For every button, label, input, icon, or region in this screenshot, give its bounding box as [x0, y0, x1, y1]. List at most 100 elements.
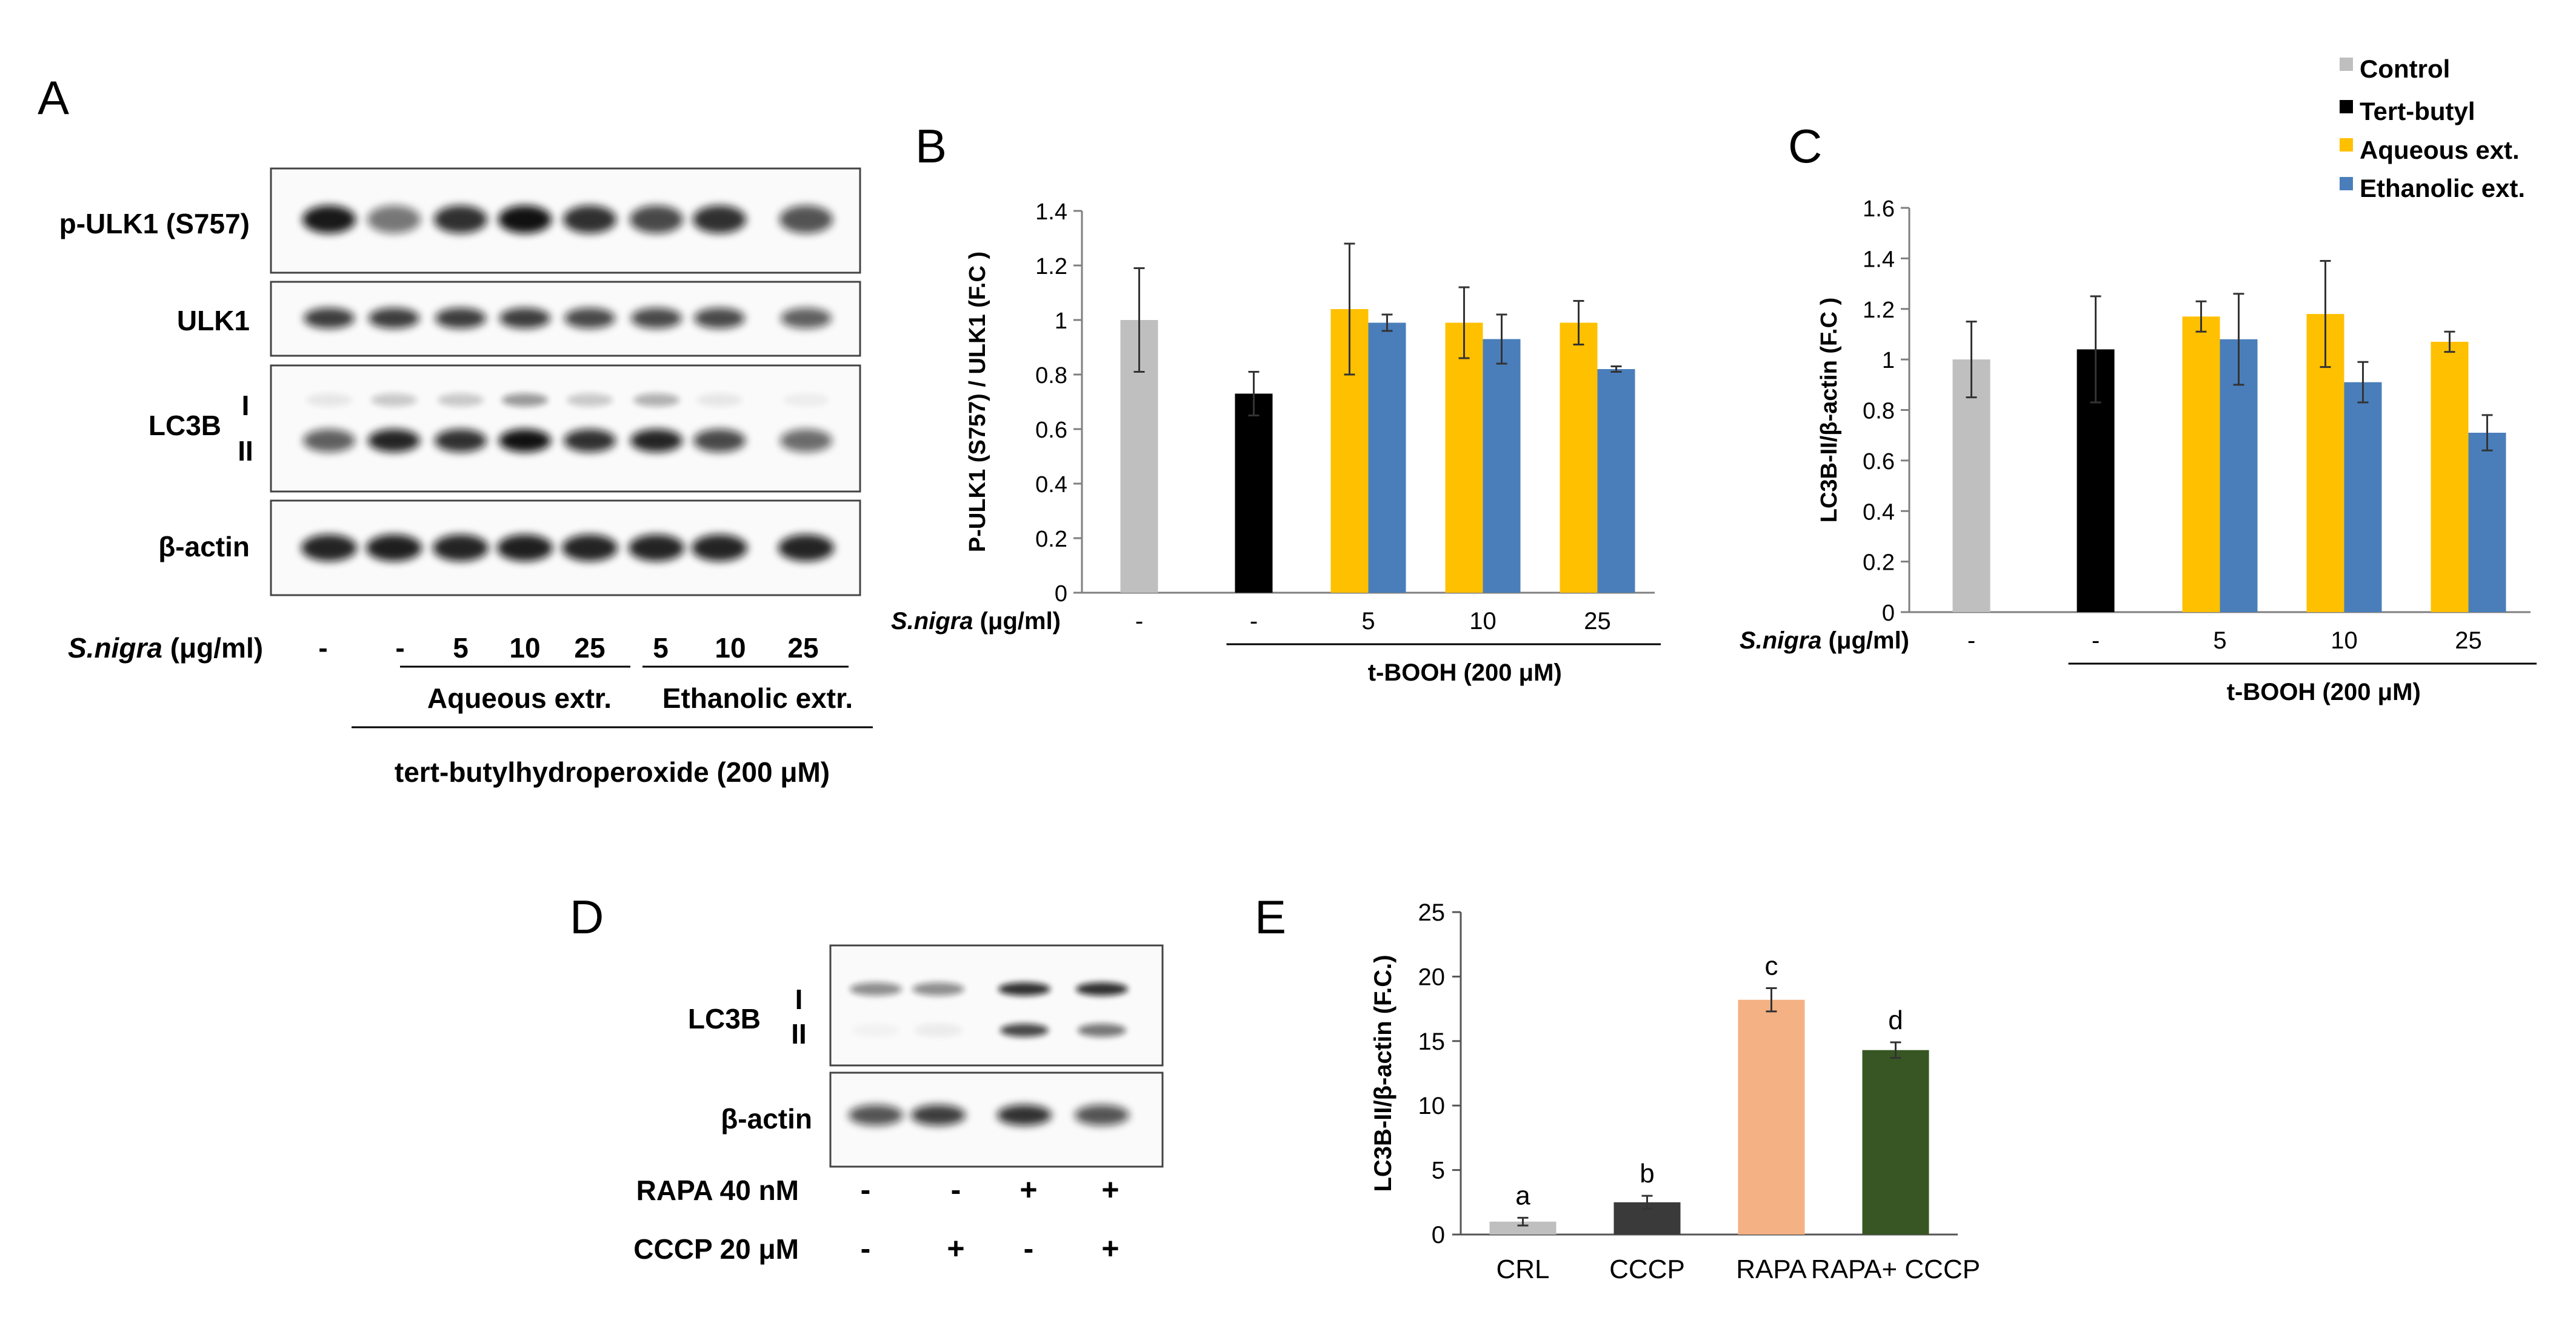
- significance-letter: a: [1515, 1181, 1530, 1210]
- blot-a-band-lc3b-ii: [368, 429, 420, 452]
- legend-label-aqueous: Aqueous ext.: [2360, 136, 2520, 164]
- x-tick-label: 5: [2213, 627, 2226, 654]
- blot-d-cccp-sign: -: [861, 1231, 871, 1265]
- legend-swatch-tert-butyl: [2340, 100, 2353, 113]
- blot-a-band-lc3b-i: [633, 393, 679, 407]
- blot-a-row-label-pulk1: p-ULK1 (S757): [59, 208, 250, 239]
- blot-a-band-lc3b-ii: [564, 429, 616, 452]
- bar-aqueous-ext-4: [1560, 322, 1598, 593]
- blot-a-band-ulk1: [435, 308, 486, 328]
- legend: Control Tert-butyl Aqueous ext. Ethanoli…: [2340, 55, 2525, 202]
- y-tick-label: 0.8: [1863, 399, 1895, 424]
- blot-d-band-label-i: I: [795, 984, 803, 1015]
- bar-rapa-cccp: [1862, 1050, 1929, 1235]
- blot-a-band-ulk1: [499, 308, 550, 328]
- blot-d-frame-lc3b: [829, 944, 1164, 1067]
- bar-tert-butyl-1: [1235, 393, 1273, 593]
- blot-a-band-lc3b-i: [306, 393, 352, 407]
- blot-d-band-lc3b-i: [912, 982, 964, 996]
- blot-a-band-actin: [562, 535, 618, 561]
- blot-d-band-actin: [911, 1105, 966, 1125]
- x-tick-label: 25: [1584, 608, 1611, 635]
- bar-crl: [1489, 1221, 1557, 1235]
- bar-ethanolic-ext-3: [1483, 339, 1521, 593]
- y-tick-label: 1.4: [1863, 247, 1895, 272]
- blot-d-cccp-label: CCCP 20 μM: [633, 1233, 799, 1265]
- blot-a-band-actin: [366, 535, 422, 561]
- significance-letter: b: [1640, 1159, 1654, 1188]
- x-tick-label: 25: [2455, 627, 2482, 654]
- bar-ethanolic-ext-3: [2344, 382, 2382, 612]
- blot-a-bands: [301, 205, 834, 561]
- blot-d-bands: [849, 982, 1129, 1125]
- chart-e: 0 5 10 15 20 25 LC3B-II/β-actin (F.C.) a CRL b CCC…: [1370, 899, 1980, 1284]
- blot-d-row-label-lc3b: LC3B: [688, 1003, 761, 1035]
- blot-a-band-lc3b-ii: [499, 429, 551, 452]
- blot-a-lane-label: 5: [653, 632, 669, 664]
- y-tick-label: 15: [1418, 1028, 1446, 1055]
- y-tick-label: 5: [1432, 1158, 1445, 1184]
- blot-a-lane-label: 25: [574, 632, 605, 664]
- bar-aqueous-ext-2: [2182, 316, 2220, 612]
- y-tick-label: 1.4: [1035, 199, 1067, 225]
- x-tick-label: 10: [2331, 627, 2358, 654]
- y-tick-label: 1.6: [1863, 196, 1895, 222]
- blot-a-lane-label: 10: [509, 632, 540, 664]
- blot-d-rapa-sign: -: [951, 1173, 961, 1207]
- x-tick-label: 10: [1469, 608, 1497, 635]
- panel-label-e: E: [1255, 890, 1286, 944]
- bar-ethanolic-ext-2: [1368, 322, 1406, 593]
- y-axis-label: LC3B-II/β-actin (F.C.): [1370, 955, 1396, 1191]
- y-tick-label: 1.2: [1863, 298, 1895, 323]
- blot-d-band-label-ii: II: [791, 1018, 807, 1050]
- y-tick-label: 0.8: [1035, 363, 1067, 388]
- blot-a-band-actin: [497, 535, 553, 561]
- blot-d-cccp-sign: -: [1024, 1231, 1034, 1265]
- legend-label-tert-butyl: Tert-butyl: [2360, 97, 2475, 125]
- blot-d-lane-labels: - - + + - + - +: [861, 1173, 1119, 1265]
- significance-letter: d: [1888, 1005, 1903, 1035]
- x-tick-label: RAPA: [1736, 1255, 1807, 1284]
- blot-d-rapa-label: RAPA 40 nM: [636, 1175, 799, 1206]
- blot-d-band-lc3b-i: [1076, 982, 1128, 996]
- blot-d-rapa-sign: +: [1019, 1173, 1037, 1207]
- blot-a-band-lc3b-ii: [780, 429, 832, 452]
- y-axis-label: LC3B-II/β-actin (F.C ): [1817, 298, 1842, 523]
- x-tick-label: RAPA+ CCCP: [1811, 1255, 1980, 1284]
- blot-a-band-label-ii: II: [238, 435, 253, 467]
- blot-a-lane-label: 25: [787, 632, 818, 664]
- bar-ethanolic-ext-4: [1597, 369, 1635, 593]
- blot-a-band-pulk1: [630, 205, 683, 233]
- blot-a-band-lc3b-i: [567, 393, 613, 407]
- blot-a-band-pulk1: [693, 205, 746, 233]
- blot-d-band-actin: [849, 1105, 903, 1125]
- blot-a-band-pulk1: [498, 205, 552, 233]
- blot-d-cccp-sign: +: [947, 1231, 964, 1265]
- blot-a-row-label-actin: β-actin: [158, 531, 250, 562]
- blot-a-band-lc3b-i: [438, 393, 484, 407]
- blot-d-band-actin: [1075, 1105, 1129, 1125]
- blot-a-row-label-lc3b: LC3B: [148, 410, 221, 441]
- blot-a-band-lc3b-i: [696, 393, 742, 407]
- blot-a-band-pulk1: [563, 205, 616, 233]
- blot-a-band-actin: [433, 535, 489, 561]
- blot-a-band-ulk1: [781, 308, 832, 328]
- blot-a-band-pulk1: [302, 205, 356, 233]
- blot-a-band-ulk1: [694, 308, 745, 328]
- x-prefix-label: S.nigra (μg/ml): [891, 608, 1061, 635]
- blot-a-band-lc3b-ii: [693, 429, 746, 452]
- blot-a-lane-labels: - - 5 10 25 5 10 25: [318, 632, 818, 664]
- blot-a-band-lc3b-i: [783, 393, 829, 407]
- panel-label-a: A: [38, 71, 69, 124]
- x-tick-label: 5: [1361, 608, 1375, 635]
- blot-d-row-label-actin: β-actin: [721, 1103, 812, 1135]
- blot-a-aqueous-label: Aqueous extr.: [427, 682, 612, 714]
- blot-a-band-actin: [301, 535, 357, 561]
- chart-c: 0 0.2 0.4 0.6 0.8 1 1.2 1.4 1.6 LC3B-II/β-actin (…: [1740, 196, 2537, 705]
- blot-a-ethanolic-label: Ethanolic extr.: [662, 682, 853, 714]
- blot-d-rapa-sign: +: [1101, 1173, 1119, 1207]
- blot-a-lane-label: -: [318, 632, 327, 664]
- blot-a-treatment-label: tert-butylhydroperoxide (200 μM): [395, 756, 830, 788]
- x-prefix-unit: (μg/ml): [1822, 627, 1909, 654]
- y-tick-label: 1: [1055, 308, 1067, 334]
